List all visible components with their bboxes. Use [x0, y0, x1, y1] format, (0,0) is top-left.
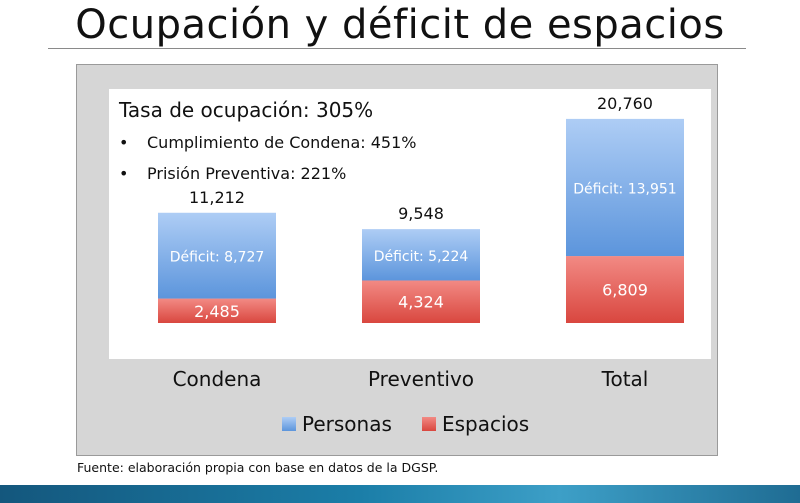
- bar-espacios-2: [566, 256, 684, 323]
- chart-frame: Tasa de ocupación: 305% • Cumplimiento d…: [76, 64, 718, 456]
- bar-personas-1: [362, 229, 480, 281]
- annotation-headline: Tasa de ocupación: 305%: [118, 98, 373, 122]
- annotation-bullet-marker: •: [119, 133, 128, 152]
- legend-label-espacios: Espacios: [442, 412, 529, 436]
- bar-espacios-0: [158, 298, 276, 323]
- data-label-espacios: 4,324: [398, 293, 444, 312]
- data-label-espacios: 2,485: [194, 302, 240, 321]
- page-title: Ocupación y déficit de espacios: [75, 2, 725, 48]
- annotation-bullet-marker: •: [119, 164, 128, 183]
- stacked-bar-chart: Tasa de ocupación: 305% • Cumplimiento d…: [109, 89, 711, 436]
- source-note: Fuente: elaboración propia con base en d…: [77, 460, 439, 475]
- bar-personas-0: [158, 212, 276, 299]
- total-label: 11,212: [189, 188, 245, 207]
- annotation-bullet: Cumplimiento de Condena: 451%: [147, 133, 416, 152]
- category-label: Preventivo: [368, 367, 474, 391]
- legend-label-personas: Personas: [302, 412, 392, 436]
- total-label: 9,548: [398, 204, 444, 223]
- bar-personas-2: [566, 118, 684, 257]
- category-label: Total: [601, 367, 649, 391]
- legend-swatch-espacios: [422, 417, 436, 431]
- title-divider: [48, 48, 746, 49]
- footer-band: [0, 485, 800, 503]
- annotation-bullet: Prisión Preventiva: 221%: [147, 164, 346, 183]
- category-label: Condena: [173, 367, 262, 391]
- data-label-personas: Déficit: 5,224: [374, 249, 469, 265]
- bar-espacios-1: [362, 280, 480, 323]
- data-label-personas: Déficit: 8,727: [170, 250, 265, 266]
- legend-swatch-personas: [282, 417, 296, 431]
- data-label-personas: Déficit: 13,951: [573, 181, 676, 197]
- data-label-espacios: 6,809: [602, 281, 648, 300]
- total-label: 20,760: [597, 94, 653, 113]
